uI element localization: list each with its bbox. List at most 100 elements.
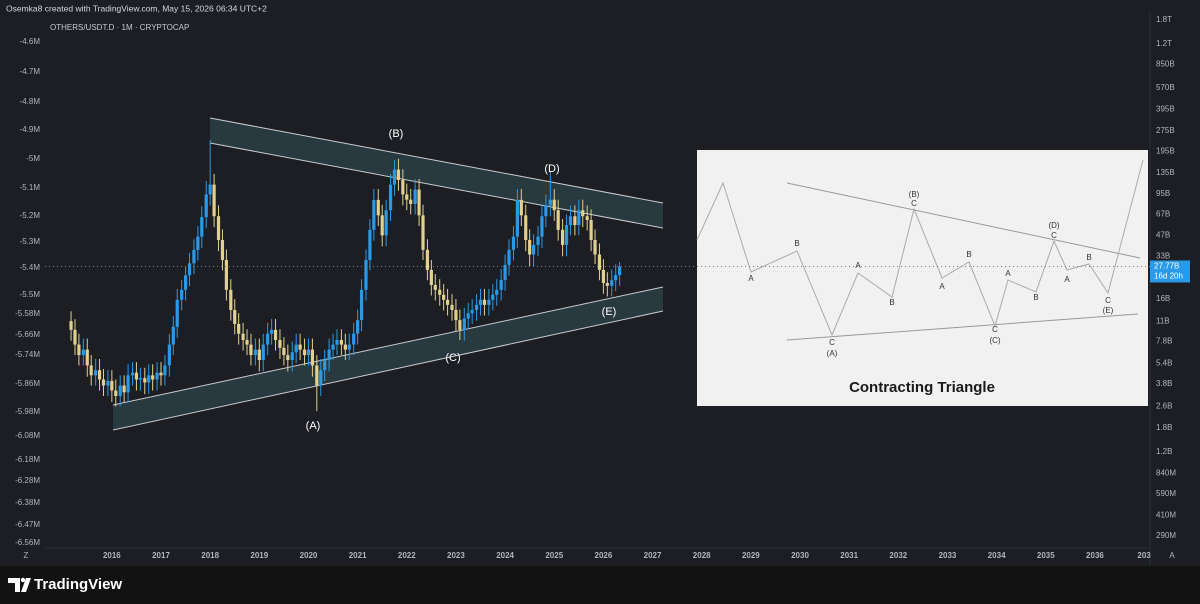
candle-body — [458, 320, 462, 330]
x-tick-label: 2031 — [840, 551, 858, 560]
candle-body — [183, 275, 188, 290]
candle-body — [298, 344, 302, 350]
candle-body — [331, 344, 335, 350]
candle-body — [503, 264, 507, 280]
inset-label: (B) — [909, 190, 920, 199]
candle-body — [438, 289, 442, 295]
x-tick-label: 2020 — [300, 551, 318, 560]
candle-body — [101, 379, 106, 386]
candle-body — [564, 225, 569, 245]
inset-title: Contracting Triangle — [849, 379, 995, 396]
x-tick-label: 2027 — [644, 551, 662, 560]
candle-body — [482, 299, 487, 305]
left-axis-label: -5.2M — [20, 211, 41, 220]
candle-body — [261, 344, 265, 361]
inset-label: B — [889, 298, 894, 307]
inset-trendline — [786, 182, 1141, 259]
candle-body — [429, 269, 433, 285]
candle-body — [470, 309, 474, 314]
y-tick-label: 195B — [1156, 146, 1175, 155]
candle-body — [495, 289, 499, 295]
inset-label: (C) — [989, 336, 1000, 345]
brand-logo — [8, 578, 31, 592]
candle-body — [306, 349, 311, 356]
candle-body — [388, 184, 393, 211]
inset-trendline — [786, 313, 1139, 341]
y-tick-label: 275B — [1156, 126, 1175, 135]
wave-label: (A) — [306, 420, 321, 432]
x-tick-label: 2021 — [349, 551, 367, 560]
x-tick-label: 203 — [1137, 551, 1151, 560]
inset-label: (A) — [827, 349, 838, 358]
x-tick-label: 2035 — [1037, 551, 1055, 560]
lower-channel-fill — [113, 287, 663, 430]
candle-body — [401, 180, 405, 195]
candle-body — [192, 249, 196, 264]
candle-body — [384, 210, 388, 236]
candle-body — [212, 184, 216, 217]
candle-body — [200, 217, 204, 237]
y-tick-label: 135B — [1156, 168, 1175, 177]
left-axis-label: -6.28M — [15, 476, 40, 485]
candle-body — [163, 365, 167, 376]
left-axis-label: -4.8M — [20, 97, 41, 106]
candle-body — [130, 372, 135, 376]
candle-body — [216, 216, 221, 240]
candle-body — [208, 184, 212, 195]
candle-body — [581, 210, 585, 217]
candle-body — [278, 340, 282, 348]
inset-label: B — [1086, 253, 1091, 262]
candle-body — [474, 304, 479, 310]
candle-body — [224, 259, 228, 290]
y-tick-label: 33B — [1156, 251, 1170, 260]
candle-body — [601, 269, 605, 283]
candle-body — [310, 349, 315, 366]
inset-label: A — [855, 261, 861, 270]
candle-body — [196, 236, 200, 250]
candle-body — [405, 194, 409, 200]
candle-body — [229, 289, 233, 310]
y-tick-label: 590M — [1156, 489, 1176, 498]
x-tick-label: 2030 — [791, 551, 809, 560]
candle-body — [110, 380, 114, 391]
candle-body — [610, 280, 614, 286]
x-tick-label: 2026 — [595, 551, 613, 560]
candle-body — [187, 263, 192, 276]
x-tick-label: 2023 — [447, 551, 465, 560]
left-axis-label: -5M — [26, 154, 40, 163]
candle-body — [618, 266, 622, 276]
candle-body — [536, 236, 540, 245]
candle-body — [253, 349, 257, 356]
credit: Osemka8 created with TradingView.com, Ma… — [6, 3, 267, 13]
candle-body — [507, 249, 511, 265]
left-axis-label: -6.08M — [15, 431, 40, 440]
candle-body — [118, 385, 122, 397]
candle-body — [114, 390, 118, 397]
candle-body — [159, 372, 163, 376]
wave-label: (E) — [602, 306, 617, 318]
left-axis-label: -6.38M — [15, 498, 40, 507]
candle-body — [515, 199, 519, 237]
candle-body — [585, 216, 589, 220]
candle-body — [180, 289, 184, 300]
candle-body — [106, 380, 110, 386]
candle-body — [544, 205, 548, 217]
candle-body — [151, 375, 155, 380]
candle-body — [138, 378, 142, 380]
candle-body — [290, 352, 294, 361]
inset-label: C — [911, 199, 917, 208]
candle-body — [356, 320, 360, 334]
candle-body — [270, 329, 274, 334]
channel-line — [112, 286, 664, 406]
candle-body — [445, 299, 450, 305]
left-axis-label: -4.7M — [20, 67, 41, 76]
y-tick-label: 7.8B — [1156, 337, 1172, 346]
candle-body — [233, 309, 237, 324]
wave-label: (D) — [544, 163, 559, 175]
candle-body — [315, 365, 319, 386]
x-tick-label: 2022 — [398, 551, 416, 560]
left-axis-label: -6.56M — [15, 538, 40, 547]
left-axis-label: -6.47M — [15, 520, 40, 529]
candle-body — [364, 259, 368, 290]
left-axis-label: -5.66M — [15, 330, 40, 339]
